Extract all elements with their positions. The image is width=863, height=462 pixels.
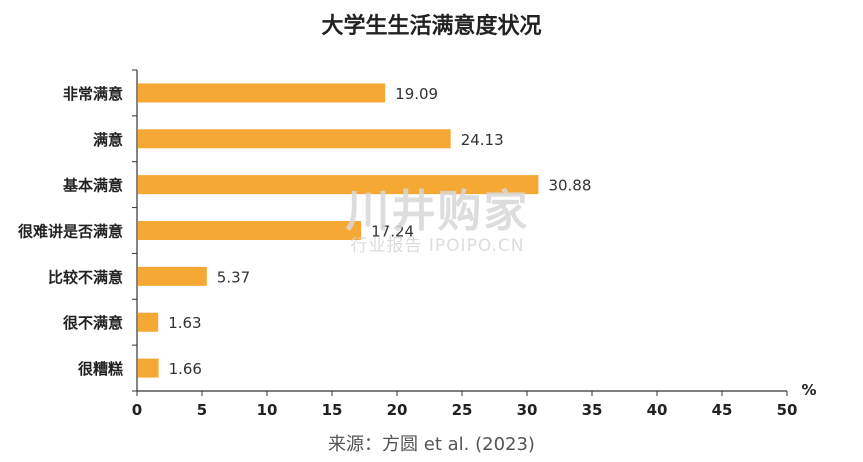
bars-layer: 19.09 24.13 30.88 17.24 5.37 1.63 1.66 (138, 83, 591, 378)
bar-value-label: 5.37 (217, 268, 250, 286)
x-tick-label: 45 (712, 401, 733, 419)
bar (138, 175, 539, 195)
x-tick-label: 40 (647, 401, 668, 419)
x-tick-label: 20 (387, 401, 408, 419)
x-tick-label: 5 (197, 401, 207, 419)
category-label: 很难讲是否满意 (17, 223, 123, 241)
chart-title: 大学生生活满意度状况 (321, 14, 542, 39)
category-label: 非常满意 (63, 85, 123, 103)
bar (138, 83, 386, 103)
x-tick-label: 35 (582, 401, 603, 419)
bar (138, 129, 451, 149)
x-tick-label: 50 (777, 401, 798, 419)
x-tick-label: 0 (132, 401, 142, 419)
bar (138, 266, 207, 286)
x-tick-label: 15 (322, 401, 343, 419)
x-tick-label: 25 (452, 401, 473, 419)
bar-value-label: 1.63 (168, 314, 201, 332)
category-label: 很不满意 (62, 314, 123, 332)
category-label: 比较不满意 (48, 268, 123, 286)
bar (138, 221, 362, 240)
bar-value-label: 1.66 (169, 360, 202, 378)
category-label: 满意 (93, 131, 123, 149)
x-tick-label: 30 (517, 401, 538, 419)
x-axis-unit: % (801, 381, 816, 399)
bar-value-label: 19.09 (395, 85, 438, 103)
category-label: 基本满意 (62, 177, 123, 195)
bar (138, 312, 159, 332)
source-note: 来源：方圆 et al. (2023) (328, 434, 535, 455)
bar-value-label: 30.88 (548, 177, 591, 195)
x-tick-label: 10 (257, 401, 278, 419)
bar (138, 358, 159, 378)
bar-value-label: 24.13 (461, 131, 504, 149)
x-axis: 0 5 10 15 20 25 30 35 40 45 50% (132, 69, 817, 419)
bar-value-label: 17.24 (371, 223, 414, 241)
category-label: 很糟糕 (77, 360, 123, 378)
